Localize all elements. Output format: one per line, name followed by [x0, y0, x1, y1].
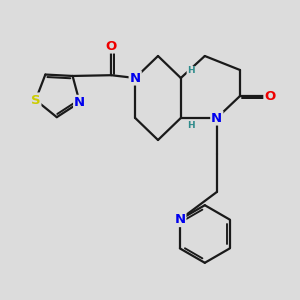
Text: O: O	[106, 40, 117, 52]
Text: N: N	[211, 112, 222, 124]
Text: N: N	[130, 71, 141, 85]
Text: N: N	[74, 96, 85, 109]
Text: H: H	[187, 121, 195, 130]
Text: S: S	[31, 94, 40, 106]
Text: H: H	[187, 66, 195, 75]
Text: N: N	[174, 213, 185, 226]
Text: O: O	[264, 89, 276, 103]
